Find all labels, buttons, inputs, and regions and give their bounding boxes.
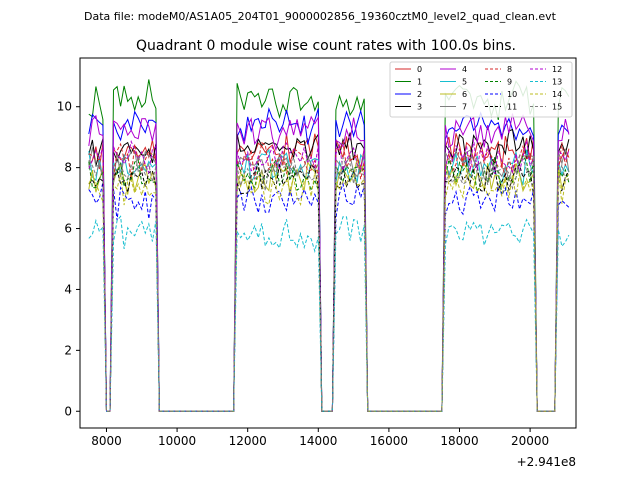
legend-label: 4: [462, 65, 467, 74]
plot-frame: [79, 57, 577, 429]
legend-label: 5: [462, 78, 467, 87]
legend-label: 3: [417, 103, 422, 112]
x-offset-text: +2.941e8: [517, 455, 576, 469]
x-tick-label: 20000: [511, 434, 549, 448]
y-tick-label: 4: [64, 282, 72, 296]
series-line-7: [88, 147, 570, 412]
x-tick-label: 12000: [229, 434, 267, 448]
y-axis: 0 2 4 6 8 10: [57, 100, 80, 418]
series-line-10: [88, 182, 570, 412]
y-tick-label: 8: [64, 161, 72, 175]
legend-label: 10: [507, 90, 517, 99]
series-line-5: [88, 148, 570, 412]
y-tick-label: 2: [64, 343, 72, 357]
x-tick-label: 10000: [158, 434, 196, 448]
legend-label: 1: [417, 78, 422, 87]
series-line-12: [88, 139, 570, 412]
x-tick-label: 18000: [440, 434, 478, 448]
legend-label: 2: [417, 90, 422, 99]
legend-label: 13: [552, 78, 562, 87]
legend-label: 11: [507, 103, 517, 112]
chart-title: Quadrant 0 module wise count rates with …: [136, 38, 516, 54]
legend-label: 7: [462, 103, 467, 112]
legend-label: 14: [552, 90, 562, 99]
plot-lines: [88, 79, 570, 412]
x-axis: 8000 10000 12000 14000 16000 18000 20000: [91, 428, 549, 448]
legend-label: 8: [507, 65, 512, 74]
series-line-11: [88, 162, 570, 412]
series-line-14: [88, 167, 570, 412]
chart-suptitle: Data file: modeM0/AS1A05_204T01_90000028…: [84, 10, 557, 23]
series-line-3: [88, 128, 570, 412]
legend-label: 12: [552, 65, 562, 74]
legend-label: 15: [552, 103, 562, 112]
legend-label: 9: [507, 78, 512, 87]
series-line-13: [88, 215, 570, 412]
y-tick-label: 0: [64, 404, 72, 418]
y-tick-label: 6: [64, 222, 72, 236]
x-tick-label: 16000: [370, 434, 408, 448]
legend-box: [389, 61, 573, 118]
legend-label: 6: [462, 90, 467, 99]
x-tick-label: 8000: [91, 434, 122, 448]
series-line-15: [88, 154, 570, 412]
x-tick-label: 14000: [299, 434, 337, 448]
y-tick-label: 10: [57, 100, 72, 114]
legend-label: 0: [417, 65, 422, 74]
